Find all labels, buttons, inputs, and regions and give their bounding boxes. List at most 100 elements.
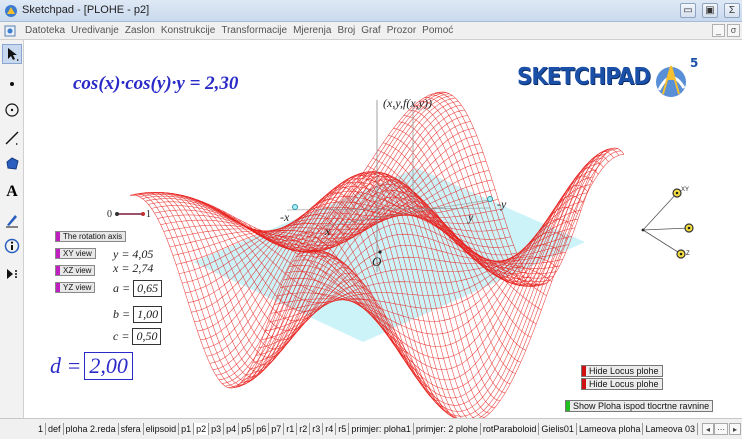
tab-22[interactable]: Lameova 03 (643, 423, 699, 435)
tab-21[interactable]: Lameova ploha (577, 423, 644, 435)
surface-mesh-line (175, 160, 487, 265)
tab-10[interactable]: p6 (254, 423, 270, 435)
neg-x-label: -x (280, 210, 290, 224)
point-xyf-label: (x,y,f(x,y)) (383, 96, 432, 110)
param-a-value[interactable]: 0,65 (133, 280, 163, 297)
surface-mesh-line (280, 184, 591, 347)
arrow-select-tool[interactable] (2, 44, 22, 64)
maximize-button[interactable]: ▣ (702, 3, 718, 18)
surface-mesh-line (169, 143, 480, 248)
menu-item-7[interactable]: Graf (361, 25, 381, 36)
tab-15[interactable]: r4 (323, 423, 337, 435)
xy-view-button[interactable]: XY view (55, 248, 96, 259)
y-axis-point[interactable] (487, 196, 493, 202)
surface-mesh-line (182, 179, 493, 284)
tabs-more-button[interactable]: ⋯ (714, 423, 728, 435)
menu-item-6[interactable]: Broj (337, 25, 356, 36)
surface-mesh-line (133, 91, 444, 241)
parameter-slider[interactable] (115, 208, 147, 220)
document-icon[interactable] (4, 25, 16, 37)
menu-item-0[interactable]: Datoteka (25, 25, 66, 36)
param-d-label: d = (50, 353, 82, 378)
axis-orientation-widget[interactable] (633, 180, 713, 270)
tab-5[interactable]: p1 (179, 423, 195, 435)
surface-mesh-line (258, 244, 569, 349)
tab-1[interactable]: def (46, 423, 64, 435)
surface-mesh-line (185, 189, 496, 294)
information-tool[interactable] (2, 236, 22, 256)
polygon-tool[interactable] (2, 154, 22, 174)
slider-max-label: 1 (146, 209, 151, 220)
origin-point (378, 250, 382, 254)
menu-item-4[interactable]: Transformacije (221, 25, 288, 36)
tab-11[interactable]: p7 (269, 423, 285, 435)
tabs-scroll-right-button[interactable]: ▸ (729, 423, 741, 435)
tabs-scroll-left-button[interactable]: ◂ (702, 423, 714, 435)
show-ploha-button[interactable]: Show Ploha ispod tlocrtne ravnine (565, 400, 714, 412)
hide-locus-button-2[interactable]: Hide Locus plohe (581, 378, 663, 390)
rotation-axis-button[interactable]: The rotation axis (55, 231, 127, 242)
param-b-label: b = (113, 307, 131, 321)
xz-view-button[interactable]: XZ view (55, 265, 96, 276)
custom-tool[interactable] (2, 264, 22, 284)
tab-19[interactable]: rotParaboloid (481, 423, 540, 435)
sketch-canvas[interactable]: cos(x)·cos(y)·y = 2,30 SKETCHPAD 5 (x,y,… (25, 40, 742, 418)
tab-7[interactable]: p3 (209, 423, 225, 435)
menu-item-2[interactable]: Zaslon (124, 25, 155, 36)
tab-20[interactable]: Gielis01 (539, 423, 577, 435)
toolbox: A (0, 40, 24, 418)
tab-8[interactable]: p4 (224, 423, 240, 435)
tab-12[interactable]: r1 (284, 423, 298, 435)
tab-4[interactable]: elipsoid (144, 423, 180, 435)
window-title: Sketchpad - [PLOHE - p2] (22, 4, 150, 16)
surface-mesh-line (200, 186, 511, 341)
menu-item-1[interactable]: Uredivanje (71, 25, 119, 36)
minimize-button[interactable]: ▭ (680, 3, 696, 18)
compass-tool[interactable] (2, 100, 22, 120)
sketchpad-logo-icon (656, 65, 686, 97)
document-minimize-button[interactable]: _ (712, 24, 725, 37)
surface-mesh-line (252, 233, 563, 363)
sketchpad-logo: SKETCHPAD (517, 64, 651, 90)
sketchpad-app-icon (5, 5, 17, 17)
y-value: y = 4,05 (113, 247, 154, 261)
tab-13[interactable]: r2 (297, 423, 311, 435)
straightedge-tool[interactable] (2, 128, 22, 148)
x-axis-point[interactable] (292, 204, 298, 210)
param-d-value[interactable]: 2,00 (84, 352, 133, 380)
surface-mesh-line (310, 150, 621, 418)
tab-2[interactable]: ploha 2.reda (64, 423, 119, 435)
tab-14[interactable]: r3 (310, 423, 324, 435)
surface-mesh-line (191, 201, 502, 313)
surface-mesh-line (136, 92, 447, 245)
text-tool[interactable]: A (2, 182, 22, 202)
menu-item-9[interactable]: Pomoć (422, 25, 454, 36)
tab-9[interactable]: p5 (239, 423, 255, 435)
tab-16[interactable]: r5 (336, 423, 350, 435)
tab-6[interactable]: p2 (194, 423, 210, 435)
compass-tool-icon (5, 103, 19, 117)
logo-version: 5 (690, 56, 699, 70)
tab-0[interactable]: 1 (36, 423, 47, 435)
surface-mesh-line (172, 152, 483, 256)
x-axis-line (286, 207, 492, 211)
param-c-value[interactable]: 0,50 (132, 328, 162, 345)
hide-locus-button-1[interactable]: Hide Locus plohe (581, 365, 663, 377)
surface-plot (129, 91, 625, 418)
document-restore-button[interactable]: σ (727, 24, 740, 37)
surface-mesh-line (295, 153, 606, 399)
menu-item-3[interactable]: Konstrukcije (160, 25, 216, 36)
param-b-value[interactable]: 1,00 (133, 306, 163, 323)
surface-mesh-line (188, 199, 499, 303)
marker-tool[interactable] (2, 210, 22, 230)
surface-mesh-line (304, 147, 615, 417)
point-tool[interactable] (2, 74, 22, 94)
menu-item-5[interactable]: Mjerenja (293, 25, 332, 36)
yz-view-button[interactable]: YZ view (55, 282, 96, 293)
tab-3[interactable]: sfera (119, 423, 144, 435)
menu-item-8[interactable]: Prozor (386, 25, 417, 36)
surface-mesh-line (240, 196, 551, 384)
tab-18[interactable]: primjer: 2 plohe (414, 423, 481, 435)
close-button[interactable]: Σ (724, 3, 740, 18)
tab-17[interactable]: primjer: ploha1 (349, 423, 414, 435)
